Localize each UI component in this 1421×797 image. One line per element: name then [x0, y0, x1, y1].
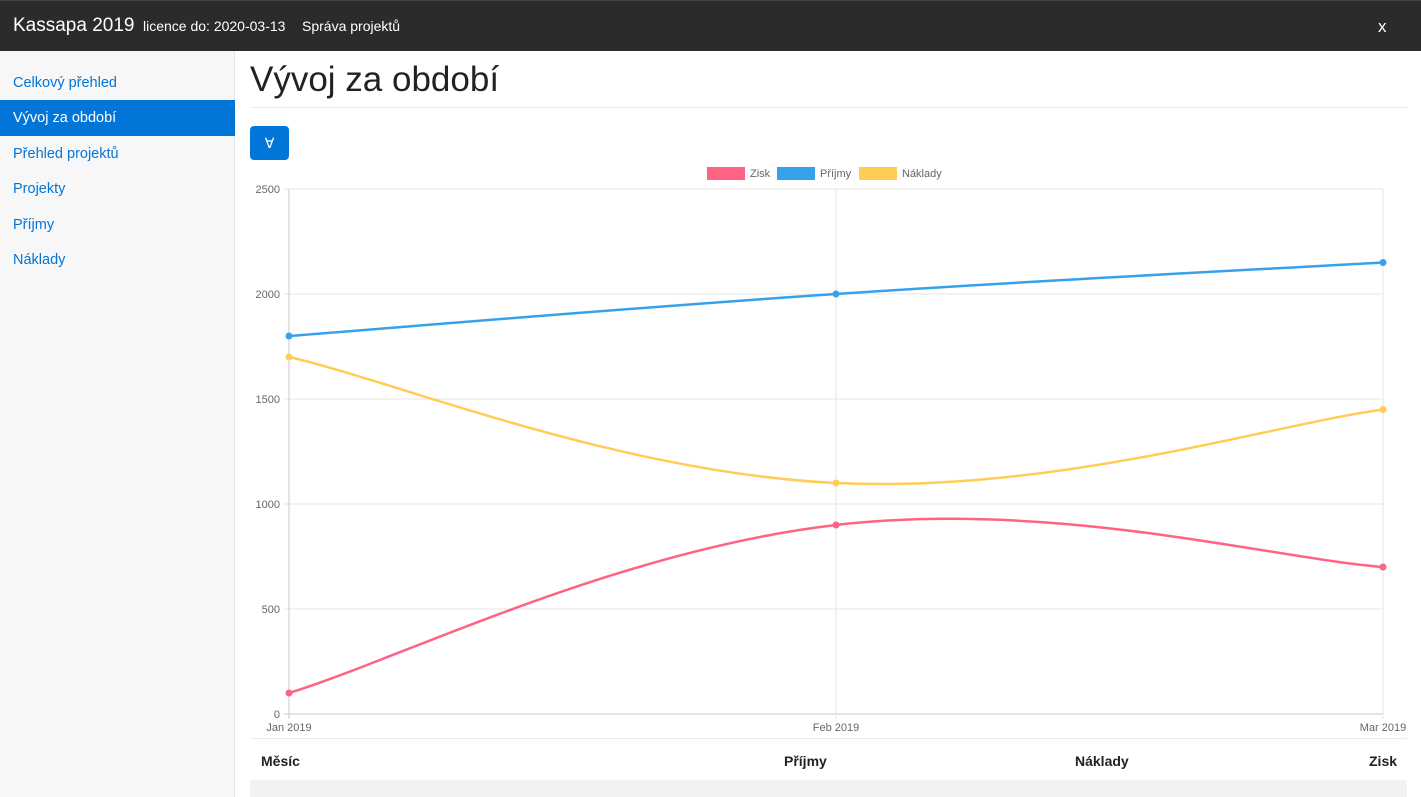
- column-header-profit[interactable]: Zisk: [1369, 753, 1398, 769]
- line-chart: 0 500 1000 1500 2000 2500 Jan 2019 Feb 2019 Mar …: [256, 167, 1406, 734]
- sidebar: Celkový přehled Vývoj za období Přehled …: [0, 51, 235, 797]
- legend-swatch-naklady: [859, 167, 897, 180]
- sidebar-item-projects[interactable]: Projekty: [0, 171, 235, 207]
- sidebar-item-label: Projekty: [13, 181, 66, 197]
- licence-info: licence do: 2020-03-13: [143, 18, 286, 34]
- sidebar-item-label: Přehled projektů: [13, 146, 119, 162]
- y-tick-label: 1000: [256, 499, 280, 511]
- nav-link-project-management[interactable]: Správa projektů: [302, 18, 401, 34]
- data-point-zisk: [285, 689, 293, 697]
- data-point-zisk: [832, 521, 840, 529]
- column-header-income[interactable]: Příjmy: [784, 753, 827, 769]
- data-point-zisk: [1379, 563, 1387, 571]
- sidebar-item-income[interactable]: Příjmy: [0, 207, 235, 243]
- sidebar-item-overview[interactable]: Celkový přehled: [0, 65, 235, 101]
- legend-swatch-prijmy: [777, 167, 815, 180]
- data-point-naklady: [285, 353, 293, 361]
- legend-label-zisk: Zisk: [750, 168, 771, 180]
- y-tick-label: 2000: [256, 289, 280, 301]
- column-header-month[interactable]: Měsíc: [261, 753, 300, 769]
- table-header: Měsíc Příjmy Náklady Zisk: [250, 738, 1407, 780]
- data-point-prijmy: [832, 290, 840, 298]
- brand[interactable]: Kassapa 2019: [13, 15, 135, 36]
- column-header-costs[interactable]: Náklady: [1075, 753, 1129, 769]
- table-row: [250, 780, 1407, 797]
- sidebar-item-label: Vývoj za období: [13, 110, 117, 126]
- y-tick-label: 500: [262, 604, 280, 616]
- data-point-prijmy: [285, 332, 293, 340]
- title-divider: [250, 107, 1407, 108]
- sidebar-item-period-development[interactable]: Vývoj za období: [0, 100, 235, 136]
- legend-swatch-zisk: [707, 167, 745, 180]
- sidebar-item-label: Celkový přehled: [13, 75, 117, 91]
- sidebar-item-label: Příjmy: [13, 217, 55, 233]
- x-tick-label: Mar 2019: [1360, 722, 1406, 734]
- y-tick-label: 2500: [256, 184, 280, 196]
- top-navbar: Kassapa 2019 licence do: 2020-03-13 Sprá…: [0, 0, 1421, 51]
- legend-label-prijmy: Příjmy: [820, 168, 852, 180]
- data-point-naklady: [1379, 406, 1387, 413]
- data-point-prijmy: [1379, 259, 1387, 266]
- sidebar-item-project-overview[interactable]: Přehled projektů: [0, 136, 235, 172]
- close-icon[interactable]: x: [1378, 17, 1387, 36]
- data-point-naklady: [832, 479, 840, 487]
- toggle-button[interactable]: ∀: [250, 126, 289, 160]
- sidebar-item-costs[interactable]: Náklady: [0, 242, 235, 278]
- legend-label-naklady: Náklady: [902, 168, 942, 180]
- sidebar-item-label: Náklady: [13, 252, 66, 268]
- y-tick-label: 1500: [256, 394, 280, 406]
- y-tick-label: 0: [274, 709, 280, 721]
- x-tick-label: Feb 2019: [813, 722, 859, 734]
- x-tick-label: Jan 2019: [266, 722, 311, 734]
- page-title: Vývoj za období: [250, 60, 500, 99]
